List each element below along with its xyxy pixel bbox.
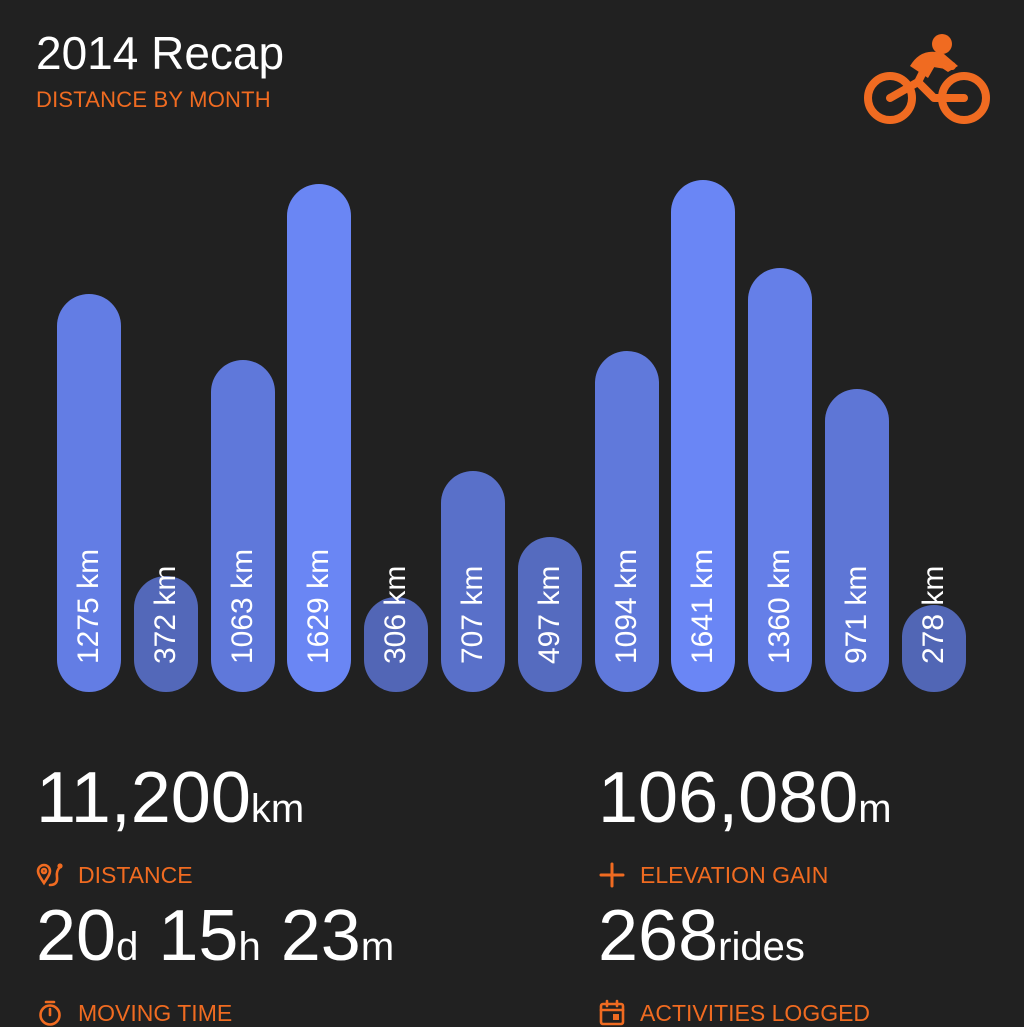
moving-time-days-unit: d [116, 925, 139, 969]
activities-value: 268rides [598, 900, 870, 983]
moving-time-label: MOVING TIME [36, 999, 394, 1027]
bar-value-label: 278 km [917, 565, 950, 664]
chart-bar [211, 360, 275, 692]
moving-time-days: 20 [36, 896, 117, 976]
moving-time-label-text: MOVING TIME [78, 999, 233, 1026]
chart-bar [57, 294, 121, 692]
elevation-label: ELEVATION GAIN [598, 861, 892, 889]
activities-unit: rides [718, 925, 805, 969]
moving-time-minutes-unit: m [360, 925, 395, 969]
chart-bar [364, 596, 428, 692]
elevation-number: 106,080 [598, 758, 859, 838]
chart-subtitle: DISTANCE BY MONTH [36, 87, 271, 112]
cyclist-icon [864, 34, 990, 124]
bar-value-label: 1094 km [610, 548, 643, 664]
elevation-unit: m [858, 787, 892, 831]
activities-label: ACTIVITIES LOGGED [598, 999, 870, 1027]
activities-number: 268 [598, 896, 719, 976]
distance-stat: 11,200km DISTANCE [36, 762, 304, 889]
chart-bar [441, 471, 505, 692]
distance-value: 11,200km [36, 762, 304, 845]
chart-bar [825, 389, 889, 692]
bar-value-label: 497 km [533, 565, 566, 664]
bar-value-label: 971 km [840, 565, 873, 664]
plus-icon [599, 862, 625, 888]
distance-label: DISTANCE [36, 861, 304, 889]
activities-label-text: ACTIVITIES LOGGED [640, 999, 871, 1026]
activities-stat: 268rides ACTIVITIES LOGGED [598, 900, 870, 1027]
distance-bar-chart: 1275 km 372 km 1063 km 1629 km 306 km 707 km 4… [57, 180, 966, 692]
moving-time-hours: 15 [158, 896, 239, 976]
distance-number: 11,200 [36, 758, 251, 838]
distance-unit: km [250, 787, 305, 831]
elevation-value: 106,080m [598, 762, 892, 845]
bar-value-label: 707 km [456, 565, 489, 664]
calendar-icon [599, 999, 625, 1026]
moving-time-stat: 20d 15h 23m MOVING TIME [36, 900, 394, 1027]
bar-value-label: 306 km [379, 565, 412, 664]
moving-time-hours-unit: h [238, 925, 261, 969]
moving-time-value: 20d 15h 23m [36, 900, 394, 983]
chart-bar [518, 536, 582, 692]
chart-bar [671, 180, 735, 692]
chart-bar [902, 605, 966, 692]
elevation-stat: 106,080m ELEVATION GAIN [598, 762, 892, 889]
bar-value-label: 1360 km [763, 548, 796, 664]
bar-value-label: 372 km [149, 565, 182, 664]
chart-bar [748, 267, 812, 692]
bar-value-label: 1629 km [302, 548, 335, 664]
moving-time-minutes: 23 [280, 896, 361, 976]
distance-label-text: DISTANCE [78, 861, 193, 888]
route-icon [36, 863, 63, 887]
elevation-label-text: ELEVATION GAIN [640, 861, 829, 888]
page-title: 2014 Recap [36, 27, 285, 79]
chart-bar [595, 350, 659, 692]
bar-value-label: 1063 km [226, 548, 259, 664]
bar-value-label: 1641 km [686, 548, 719, 664]
chart-bar [287, 183, 351, 692]
bar-value-label: 1275 km [72, 548, 105, 664]
chart-bar [134, 575, 198, 692]
stopwatch-icon [39, 1000, 61, 1026]
